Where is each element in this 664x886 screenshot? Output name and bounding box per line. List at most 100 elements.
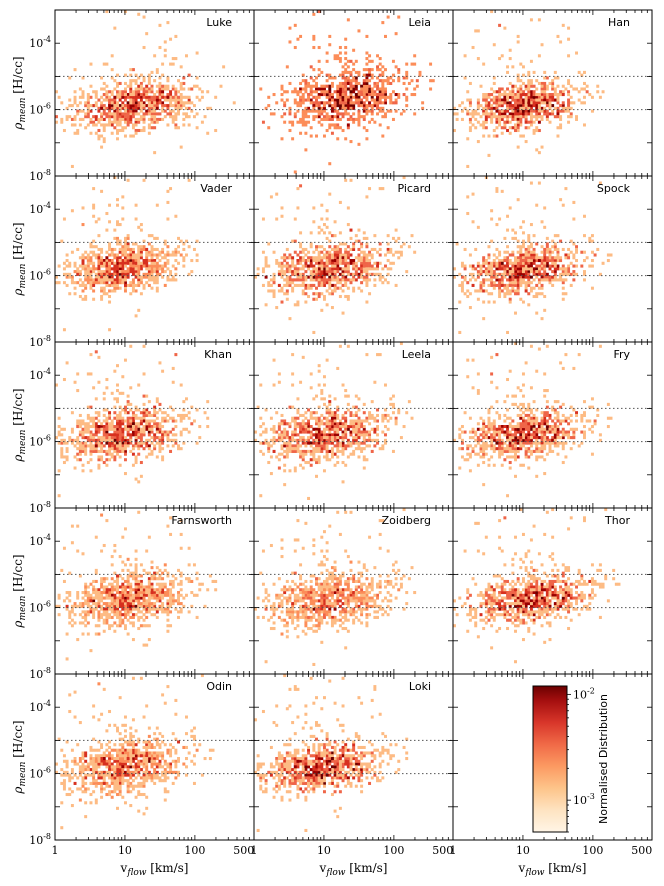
heatmap-cell (500, 278, 504, 282)
heatmap-cell (527, 250, 531, 254)
heatmap-cell (328, 272, 332, 276)
heatmap-cell (498, 120, 502, 124)
heatmap-cell (365, 84, 369, 88)
heatmap-cell (360, 115, 364, 119)
heatmap-cell (352, 90, 356, 94)
heatmap-cell (325, 441, 329, 445)
heatmap-cell (352, 79, 356, 83)
heatmap-cell (378, 68, 382, 72)
heatmap-cell (94, 275, 98, 279)
heatmap-cell (330, 438, 334, 442)
heatmap-cell (285, 452, 289, 456)
heatmap-cell (177, 236, 180, 240)
heatmap-cell (293, 239, 297, 243)
heatmap-cell (322, 270, 326, 274)
heatmap-cell (288, 120, 292, 124)
heatmap-cell (317, 427, 321, 431)
heatmap-cell (468, 264, 472, 268)
heatmap-cell (514, 256, 517, 260)
heatmap-cell (397, 93, 401, 97)
heatmap-cell (508, 270, 512, 274)
heatmap-cell (381, 84, 385, 88)
heatmap-cell (301, 87, 305, 91)
heatmap-cell (116, 220, 119, 224)
heatmap-cell (506, 87, 510, 91)
heatmap-cell (492, 76, 496, 80)
heatmap-cell (113, 441, 117, 445)
heatmap-cell (535, 242, 539, 246)
heatmap-cell (333, 452, 337, 456)
heatmap-cell (490, 264, 494, 268)
heatmap-cell (529, 81, 533, 85)
heatmap-cell (139, 87, 143, 91)
heatmap-cell (325, 455, 329, 459)
heatmap-cell (365, 444, 369, 448)
heatmap-cell (206, 425, 210, 429)
heatmap-cell (134, 455, 138, 459)
heatmap-cell (97, 217, 101, 221)
heatmap-cell (551, 93, 555, 97)
heatmap-cell (62, 281, 66, 285)
heatmap-cell (200, 90, 204, 94)
heatmap-cell (561, 109, 565, 113)
heatmap-cell (370, 109, 374, 113)
heatmap-cell (283, 256, 287, 260)
heatmap-cell (320, 112, 324, 116)
heatmap-cell (490, 109, 494, 113)
heatmap-cell (293, 278, 297, 282)
heatmap-cell (299, 452, 303, 456)
heatmap-cell (556, 76, 560, 80)
heatmap-cell (373, 120, 377, 124)
heatmap-cell (341, 73, 345, 77)
heatmap-cell (328, 123, 332, 127)
heatmap-cell (320, 261, 324, 265)
heatmap-cell (349, 101, 353, 105)
heatmap-cell (108, 95, 112, 99)
heatmap-cell (317, 369, 321, 373)
heatmap-cell (269, 289, 273, 293)
heatmap-cell (288, 438, 292, 442)
heatmap-cell (482, 126, 486, 130)
heatmap-cell (102, 117, 106, 121)
heatmap-cell (267, 95, 271, 99)
heatmap-cell (171, 120, 175, 124)
heatmap-cell (535, 87, 539, 91)
heatmap-cell (330, 106, 334, 110)
heatmap-cell (291, 239, 295, 243)
panel-vader: Vader (54, 175, 255, 343)
heatmap-cell (272, 272, 276, 276)
heatmap-cell (540, 84, 544, 88)
heatmap-cell (333, 397, 337, 401)
heatmap-cell (86, 115, 90, 119)
heatmap-cell (68, 104, 72, 108)
heatmap-cell (378, 447, 382, 451)
heatmap-cell (519, 104, 523, 108)
heatmap-cell (158, 90, 162, 94)
heatmap-cell (147, 419, 151, 423)
heatmap-cell (121, 436, 125, 440)
heatmap-cell (285, 90, 289, 94)
heatmap-cell (177, 109, 180, 113)
heatmap-cell (596, 90, 600, 94)
heatmap-cell (333, 126, 337, 130)
heatmap-cell (150, 70, 154, 74)
heatmap-cell (113, 253, 117, 257)
heatmap-cell (126, 270, 130, 274)
heatmap-cell (529, 242, 533, 246)
heatmap-cell (81, 463, 85, 467)
heatmap-cell (365, 281, 369, 285)
heatmap-cell (275, 192, 279, 196)
heatmap-cell (123, 419, 127, 423)
heatmap-cell (325, 264, 329, 268)
heatmap-cell (341, 84, 345, 88)
heatmap-cell (328, 436, 332, 440)
heatmap-cell (166, 253, 170, 257)
heatmap-cell (89, 245, 93, 249)
heatmap-cell (81, 76, 85, 80)
heatmap-cell (118, 441, 122, 445)
heatmap-cell (84, 104, 88, 108)
heatmap-cell (89, 281, 93, 285)
heatmap-cell (360, 449, 364, 453)
heatmap-cell (139, 95, 143, 99)
heatmap-cell (105, 259, 109, 263)
